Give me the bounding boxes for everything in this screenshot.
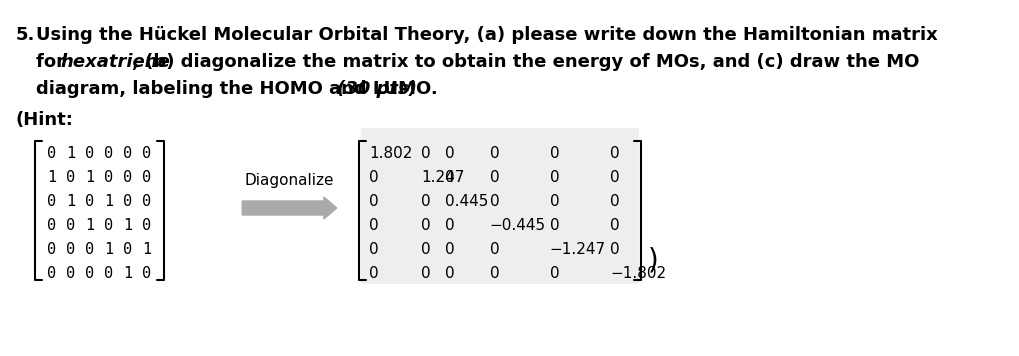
Text: diagram, labeling the HOMO and LUMO.: diagram, labeling the HOMO and LUMO. bbox=[36, 80, 443, 98]
Text: 1: 1 bbox=[104, 194, 113, 209]
Text: 0: 0 bbox=[549, 266, 558, 281]
Text: 0: 0 bbox=[489, 170, 498, 185]
Text: 0: 0 bbox=[489, 242, 498, 257]
Text: 0: 0 bbox=[47, 194, 56, 209]
Text: , (b) diagonalize the matrix to obtain the energy of MOs, and (c) draw the MO: , (b) diagonalize the matrix to obtain t… bbox=[132, 53, 919, 71]
Text: for: for bbox=[36, 53, 71, 71]
Text: 0: 0 bbox=[369, 194, 379, 209]
Text: 0: 0 bbox=[104, 170, 113, 185]
Text: 1: 1 bbox=[142, 242, 151, 257]
Text: 1: 1 bbox=[122, 266, 131, 281]
Text: 0: 0 bbox=[421, 146, 430, 161]
Text: 1: 1 bbox=[66, 146, 75, 161]
Text: 0: 0 bbox=[122, 146, 131, 161]
Text: 1: 1 bbox=[122, 218, 131, 233]
Text: 0: 0 bbox=[609, 218, 619, 233]
Text: 0: 0 bbox=[66, 170, 75, 185]
Text: 0: 0 bbox=[122, 194, 131, 209]
Text: 0: 0 bbox=[549, 146, 558, 161]
Text: 0: 0 bbox=[549, 194, 558, 209]
Text: 0: 0 bbox=[489, 146, 498, 161]
Text: 0: 0 bbox=[444, 146, 454, 161]
Text: 0: 0 bbox=[47, 218, 56, 233]
Text: 0: 0 bbox=[142, 170, 151, 185]
Text: 0: 0 bbox=[47, 242, 56, 257]
Text: Diagonalize: Diagonalize bbox=[245, 173, 334, 188]
Text: 1: 1 bbox=[66, 194, 75, 209]
Text: 0: 0 bbox=[66, 242, 75, 257]
Text: (Hint:: (Hint: bbox=[15, 111, 73, 129]
Text: ): ) bbox=[647, 246, 658, 274]
Text: 0: 0 bbox=[369, 170, 379, 185]
FancyArrow shape bbox=[242, 197, 336, 219]
Text: 1: 1 bbox=[85, 170, 94, 185]
Text: 0: 0 bbox=[421, 194, 430, 209]
Text: 1: 1 bbox=[47, 170, 56, 185]
Text: 0: 0 bbox=[122, 242, 131, 257]
Text: −1.802: −1.802 bbox=[609, 266, 665, 281]
Text: 0: 0 bbox=[489, 266, 498, 281]
Text: 0.445: 0.445 bbox=[444, 194, 488, 209]
Text: 1.247: 1.247 bbox=[421, 170, 464, 185]
Text: 0: 0 bbox=[142, 146, 151, 161]
Text: 0: 0 bbox=[122, 170, 131, 185]
Text: 0: 0 bbox=[609, 242, 619, 257]
Text: 1.802: 1.802 bbox=[369, 146, 413, 161]
Text: (30 pts): (30 pts) bbox=[336, 80, 417, 98]
Text: 0: 0 bbox=[66, 266, 75, 281]
Text: 1: 1 bbox=[85, 218, 94, 233]
Text: 0: 0 bbox=[142, 194, 151, 209]
Text: 1: 1 bbox=[104, 242, 113, 257]
Text: 0: 0 bbox=[142, 218, 151, 233]
Text: 0: 0 bbox=[421, 218, 430, 233]
Text: 0: 0 bbox=[85, 146, 94, 161]
Text: 0: 0 bbox=[104, 146, 113, 161]
Text: 5.: 5. bbox=[15, 26, 35, 44]
Text: 0: 0 bbox=[489, 194, 498, 209]
Text: 0: 0 bbox=[85, 266, 94, 281]
Text: hexatriene: hexatriene bbox=[60, 53, 170, 71]
Text: 0: 0 bbox=[142, 266, 151, 281]
Text: 0: 0 bbox=[369, 242, 379, 257]
Text: 0: 0 bbox=[444, 218, 454, 233]
Text: 0: 0 bbox=[609, 170, 619, 185]
Text: 0: 0 bbox=[47, 266, 56, 281]
Text: 0: 0 bbox=[444, 266, 454, 281]
Text: 0: 0 bbox=[369, 218, 379, 233]
Text: 0: 0 bbox=[85, 194, 94, 209]
Text: Using the Hückel Molecular Orbital Theory, (a) please write down the Hamiltonian: Using the Hückel Molecular Orbital Theor… bbox=[36, 26, 936, 44]
Text: 0: 0 bbox=[104, 266, 113, 281]
Text: 0: 0 bbox=[549, 218, 558, 233]
FancyBboxPatch shape bbox=[361, 128, 639, 284]
Text: 0: 0 bbox=[444, 170, 454, 185]
Text: 0: 0 bbox=[609, 146, 619, 161]
Text: 0: 0 bbox=[444, 242, 454, 257]
Text: 0: 0 bbox=[369, 266, 379, 281]
Text: 0: 0 bbox=[421, 266, 430, 281]
Text: 0: 0 bbox=[104, 218, 113, 233]
Text: 0: 0 bbox=[47, 146, 56, 161]
Text: 0: 0 bbox=[421, 242, 430, 257]
Text: 0: 0 bbox=[549, 170, 558, 185]
Text: 0: 0 bbox=[66, 218, 75, 233]
Text: 0: 0 bbox=[85, 242, 94, 257]
Text: −1.247: −1.247 bbox=[549, 242, 605, 257]
Text: 0: 0 bbox=[609, 194, 619, 209]
Text: −0.445: −0.445 bbox=[489, 218, 545, 233]
